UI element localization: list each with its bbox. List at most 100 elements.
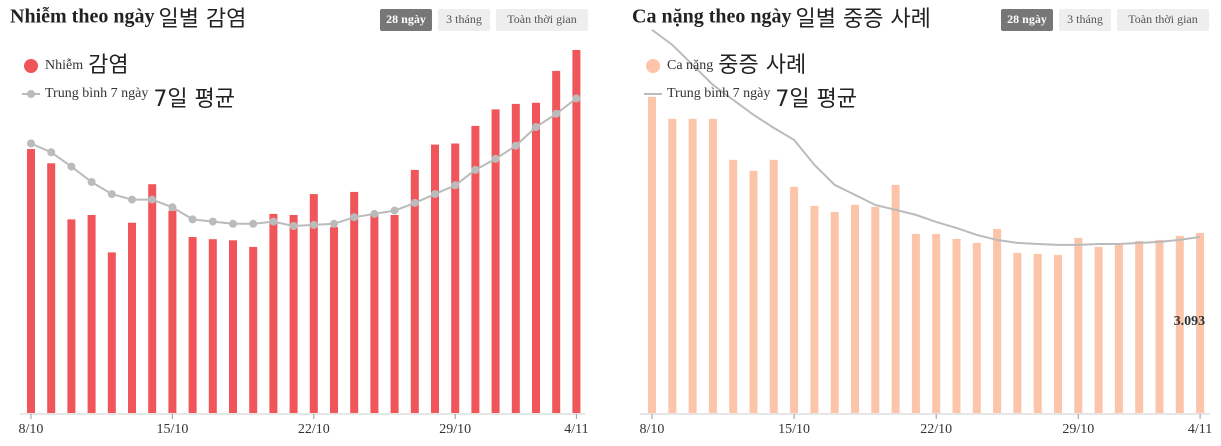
bar [769,159,778,413]
control-button[interactable] [438,9,490,31]
bar [648,96,656,414]
average-point [208,217,217,226]
bar [911,233,920,413]
x-tick-label: 15/10 [156,422,188,437]
average-point [47,148,56,157]
bar [932,233,941,413]
bar [370,215,379,413]
bar [1155,239,1164,413]
control-label[interactable]: 28 ngày [386,12,426,26]
control-button[interactable] [496,9,588,31]
bar [572,50,581,413]
bar [289,215,298,413]
control-button[interactable] [1117,9,1209,31]
control-label[interactable]: 28 ngày [1007,12,1047,26]
bar [1196,232,1205,413]
x-tick-label: 22/10 [298,422,330,437]
average-line [651,29,1201,246]
bar [330,227,338,413]
chart-title: Ca nặng theo ngày [632,6,791,28]
bar [67,219,76,413]
control-label[interactable]: Toàn thời gian [1128,12,1198,26]
average-point [330,219,338,228]
bar [993,228,1002,413]
average-point [87,178,96,186]
control-label[interactable]: Toàn thời gian [507,12,577,26]
average-point [511,141,520,150]
bar [168,210,177,413]
bar [1074,237,1083,413]
average-point [390,206,399,215]
bar [309,194,318,413]
legend-annotation: 7일 평균 [153,87,235,112]
bar [431,144,439,413]
average-point [269,217,278,226]
average-point [249,219,258,228]
control-button[interactable] [380,9,432,31]
control-label[interactable]: 3 tháng [1067,12,1103,26]
x-tick-label: 15/10 [778,422,810,437]
bar [491,109,500,414]
bar [851,204,859,413]
legend-marker [24,59,38,73]
bar [790,186,799,413]
bar [1114,244,1123,413]
title-annotation: 일별 중증 사례 [795,7,930,32]
x-tick-label: 8/10 [19,422,44,437]
bar [1013,252,1022,413]
average-point [107,190,116,199]
title-annotation: 일별 감염 [158,7,246,32]
bar [871,206,880,413]
bar [107,252,116,413]
x-tick-label: 29/10 [439,422,471,437]
bar [350,191,359,413]
bar [229,240,237,413]
x-tick-label: 22/10 [920,422,952,437]
bar [830,211,839,413]
average-point [289,222,298,230]
legend-annotation: 감염 [88,53,128,78]
x-tick-label: 4/11 [564,422,588,437]
average-line [30,97,578,228]
bar [269,213,278,413]
control-button[interactable] [1001,9,1053,31]
legend-annotation: 중증 사례 [718,53,806,78]
legend-label: Trung bình 7 ngày [45,86,148,101]
bar [390,215,399,413]
average-point [532,123,540,131]
average-point [309,220,318,229]
average-point [491,154,500,163]
control-button[interactable] [1059,9,1111,31]
bar [891,184,900,413]
legend-label: Nhiễm [45,58,83,73]
bar [410,169,419,413]
bar [729,159,738,413]
value-label: 3.093 [1174,314,1206,329]
bar [511,103,520,414]
bar [27,149,35,413]
average-point [188,215,197,224]
bar [552,70,561,414]
bar [471,125,480,414]
average-point [128,195,136,204]
bar [148,184,157,413]
legend-label: Trung bình 7 ngày [667,86,770,101]
chart-title: Nhiễm theo ngày [10,6,154,28]
bar [249,246,258,413]
average-point [451,181,460,190]
bar [668,118,677,414]
legend-marker [646,59,660,73]
average-point [168,203,177,212]
legend-label: Ca nặng [667,58,713,73]
average-point [552,109,561,118]
x-tick-label: 8/10 [640,422,665,437]
average-point [229,219,237,228]
average-point [410,198,419,207]
bar [1094,246,1103,413]
bar [952,238,961,413]
bar [688,118,697,414]
x-tick-label: 4/11 [1188,422,1212,437]
bar [208,239,217,413]
control-label[interactable]: 3 tháng [446,12,482,26]
